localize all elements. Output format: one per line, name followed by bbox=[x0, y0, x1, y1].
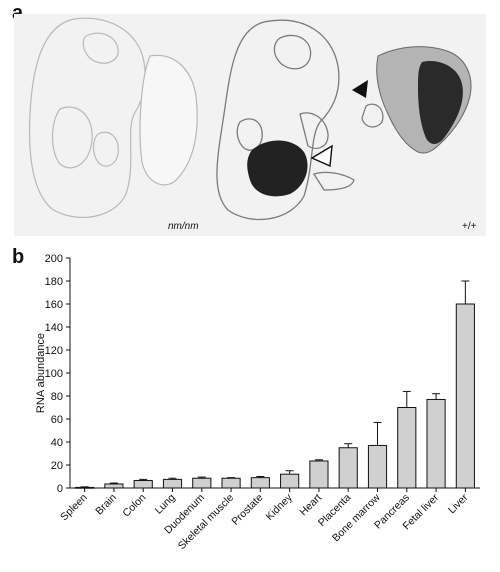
bar bbox=[221, 477, 241, 489]
embryo-section-micrograph bbox=[14, 14, 486, 236]
y-tick-label: 100 bbox=[45, 368, 63, 380]
bar bbox=[397, 407, 417, 489]
open-arrowhead-icon bbox=[310, 144, 333, 168]
genotype-label-wildtype: +/+ bbox=[462, 221, 477, 232]
bar bbox=[338, 447, 358, 489]
filled-arrowhead-icon bbox=[352, 80, 368, 98]
y-tick-label: 140 bbox=[45, 322, 63, 334]
bar bbox=[104, 483, 124, 489]
x-tick-label: Spleen bbox=[58, 492, 90, 524]
bar bbox=[280, 473, 300, 489]
x-tick-label: Liver bbox=[446, 491, 471, 516]
genotype-label-mutant: nm/nm bbox=[168, 221, 199, 232]
x-tick-label: Colon bbox=[120, 492, 148, 520]
bar bbox=[250, 477, 270, 489]
x-tick-label: Brain bbox=[93, 492, 119, 518]
placenta-section bbox=[361, 46, 472, 154]
bar bbox=[133, 480, 153, 489]
y-tick-label: 180 bbox=[45, 276, 63, 288]
rna-abundance-bar-chart: 0 20 40 60 80 100 120 140 160 180 200 RNA abundance… bbox=[35, 253, 480, 552]
bar bbox=[309, 460, 329, 489]
mutant-embryo-section bbox=[28, 17, 198, 218]
x-tick-label: Lung bbox=[153, 492, 178, 517]
y-axis-label: RNA abundance bbox=[35, 333, 47, 413]
y-tick-label: 80 bbox=[51, 391, 63, 403]
y-tick-label: 40 bbox=[51, 437, 63, 449]
bar bbox=[192, 477, 212, 489]
bar bbox=[455, 303, 475, 489]
panel-a-label: a bbox=[12, 2, 24, 24]
panel-b-label: b bbox=[12, 246, 25, 268]
fetal-liver-stain bbox=[247, 140, 308, 197]
x-tick-label: Heart bbox=[297, 492, 324, 519]
bar bbox=[162, 478, 183, 489]
y-tick-label: 200 bbox=[45, 253, 63, 265]
x-tick-label: Prostate bbox=[229, 492, 265, 528]
bar bbox=[426, 398, 446, 489]
y-tick-label: 0 bbox=[57, 483, 63, 495]
y-tick-label: 60 bbox=[51, 414, 63, 426]
bar bbox=[367, 444, 388, 489]
y-tick-label: 160 bbox=[45, 299, 63, 311]
x-tick-label: Kidney bbox=[264, 491, 296, 523]
y-tick-label: 120 bbox=[45, 345, 63, 357]
y-tick-label: 20 bbox=[51, 460, 63, 472]
